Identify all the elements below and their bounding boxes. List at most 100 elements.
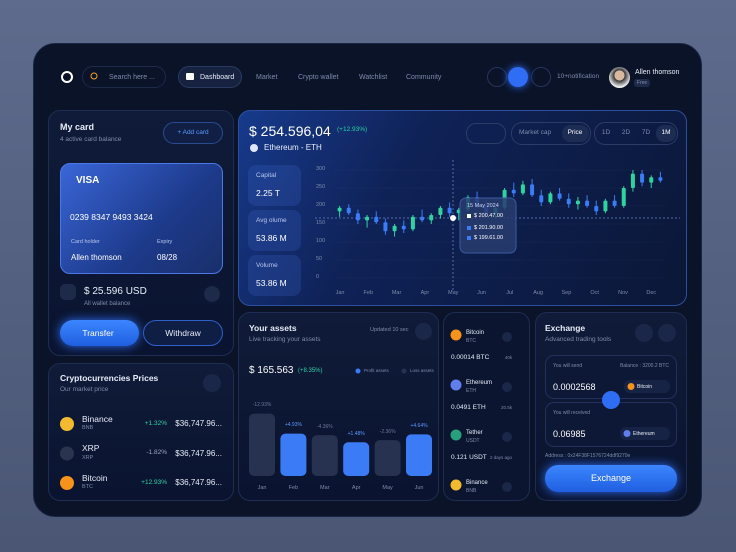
y-tick-label: 300: [316, 166, 326, 173]
receive-coin[interactable]: Ethereum: [633, 430, 655, 437]
coin-change: +12.93%: [141, 478, 167, 486]
transfer-label[interactable]: Transfer: [82, 327, 114, 338]
coin-symbol: BTC: [82, 484, 93, 491]
send-coin[interactable]: Bitcoin: [637, 383, 653, 390]
swap-button[interactable]: [602, 391, 620, 409]
y-tick-label: 200: [316, 202, 326, 209]
exchange-label[interactable]: Exchange: [590, 472, 632, 483]
notification-bell[interactable]: [531, 67, 551, 87]
plan-badge: [634, 79, 650, 87]
send-label: You will send: [553, 362, 583, 369]
tab[interactable]: Price: [567, 128, 583, 136]
range[interactable]: 1M: [661, 128, 671, 136]
chart-type-toggle[interactable]: [466, 123, 506, 144]
dark-mode-toggle[interactable]: [487, 67, 507, 87]
x-tick-label: May: [447, 290, 459, 297]
nav-item[interactable]: Dashboard: [200, 73, 235, 81]
x-tick-label: Apr: [351, 485, 361, 492]
asset-bar: [343, 442, 370, 476]
x-tick-label: May: [382, 485, 393, 492]
candle-body: [548, 193, 553, 203]
candle-body: [410, 216, 415, 230]
exchange-button[interactable]: [545, 465, 677, 492]
candle-body: [438, 207, 443, 215]
tooltip-swatch: [467, 214, 471, 218]
card-holder-label: Card holder: [71, 239, 100, 246]
range[interactable]: 1D: [601, 128, 611, 136]
stat-value: 53.86 M: [256, 232, 287, 243]
candle-body: [658, 177, 663, 181]
bar-value-label: +4.93%: [284, 422, 302, 429]
x-tick-label: Feb: [288, 485, 299, 492]
x-tick-label: Sep: [561, 290, 572, 297]
coin-list-panel: [443, 312, 530, 501]
refresh-button[interactable]: [635, 324, 653, 342]
candle-body: [355, 213, 360, 221]
visa-card[interactable]: [60, 163, 223, 274]
wallet-address: Address : 0x24F38F1576724ddf9270e: [545, 452, 631, 459]
refresh-button[interactable]: [415, 323, 432, 340]
candle-body: [566, 198, 571, 205]
y-tick-label: 100: [316, 238, 326, 245]
x-tick-label: Oct: [590, 290, 599, 297]
light-mode-toggle[interactable]: [508, 67, 528, 87]
coin-symbol: BNB: [466, 487, 477, 494]
tooltip: [459, 197, 517, 254]
panel-title: My card: [60, 121, 95, 132]
asset-bar: [311, 435, 338, 476]
legend-label: Loss assets: [410, 367, 434, 373]
candle-body: [429, 215, 434, 221]
search-box[interactable]: [82, 66, 166, 88]
coin-icon: [450, 379, 462, 391]
range[interactable]: 7D: [641, 128, 651, 136]
assets-total: $ 165.563: [249, 365, 294, 376]
nav-item[interactable]: Community: [406, 73, 442, 81]
add-card-button[interactable]: [163, 122, 223, 144]
candle-body: [365, 216, 370, 221]
coin-icon: [60, 446, 74, 461]
range[interactable]: 2D: [621, 128, 631, 136]
withdraw-button[interactable]: [143, 320, 223, 346]
coin-icon: [60, 476, 74, 490]
stat-value: 2.25 T: [256, 187, 280, 198]
nav-item[interactable]: Market: [256, 73, 278, 81]
x-tick-label: Jun: [414, 485, 424, 492]
candle-body: [603, 200, 608, 212]
coin-icon: [623, 430, 631, 437]
legend-swatch: [401, 368, 407, 374]
updated-label: Updated 10 sec: [370, 327, 409, 334]
withdraw-label[interactable]: Withdraw: [165, 327, 201, 338]
tooltip-value: $ 201.90.00: [474, 225, 504, 232]
x-tick-label: Nov: [618, 290, 628, 297]
search-input[interactable]: Search here ...: [109, 73, 155, 81]
tooltip-date: 15 May 2024: [467, 203, 499, 210]
more-button[interactable]: [203, 374, 221, 392]
stat-card: [248, 255, 301, 296]
candle-body: [539, 195, 544, 203]
expand-button[interactable]: [204, 286, 220, 302]
bar-value-label: +4.64%: [410, 422, 428, 429]
nav-item[interactable]: Watchlist: [359, 73, 388, 81]
transfer-button[interactable]: [60, 320, 139, 346]
coin-name: Binance: [466, 480, 488, 486]
coin-amount: 0.121 USDT: [451, 453, 487, 461]
candle-body: [640, 173, 645, 183]
more-button[interactable]: [658, 324, 676, 342]
candle-body: [575, 200, 580, 205]
coin-icon: [450, 429, 462, 441]
nav-item[interactable]: Crypto wallet: [298, 73, 339, 81]
wallet-balance: $ 25.596 USD: [84, 286, 147, 297]
asset-bar: [406, 434, 432, 476]
price: $ 254.596,04: [249, 123, 331, 139]
send-amount: 0.0002568: [553, 381, 596, 392]
coin-amount: 0.0491 ETH: [451, 403, 486, 411]
add-card-text[interactable]: + Add card: [177, 128, 209, 136]
tab[interactable]: Market cap: [519, 128, 552, 136]
legend-swatch: [355, 368, 361, 374]
candle-body: [612, 200, 617, 206]
coin-name: XRP: [82, 443, 100, 454]
coin-name: Bitcoin: [82, 472, 108, 483]
open-button: [502, 382, 512, 392]
tooltip-value: $ 199.61.00: [474, 235, 504, 242]
